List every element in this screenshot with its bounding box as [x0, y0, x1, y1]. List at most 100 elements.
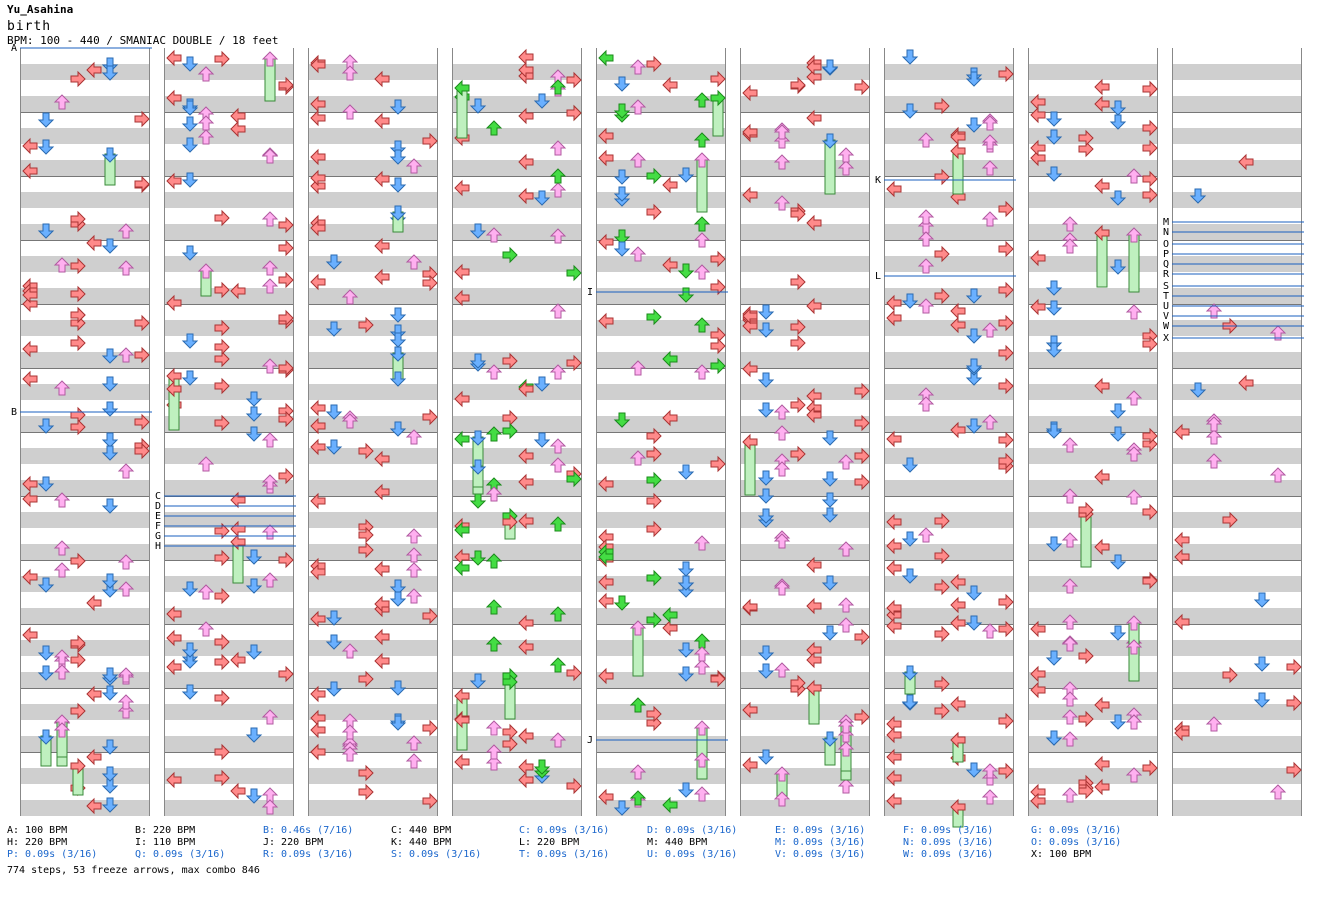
measure-line	[741, 112, 869, 113]
marker-label: N	[1163, 227, 1170, 238]
marker-label: M	[1163, 217, 1170, 228]
marker-label: E	[155, 511, 162, 522]
marker-label: O	[1163, 239, 1170, 250]
measure-line	[309, 112, 437, 113]
measure-line	[165, 304, 293, 305]
legend-entry: P: 0.09s (3/16)	[7, 849, 98, 860]
legend-entry: T: 0.09s (3/16)	[519, 849, 610, 860]
legend-entry: V: 0.09s (3/16)	[775, 849, 866, 860]
measure-line	[741, 432, 869, 433]
measure-line	[597, 624, 725, 625]
measure-line	[309, 176, 437, 177]
measure-line	[309, 432, 437, 433]
measure-line	[453, 752, 581, 753]
measure-line	[1029, 176, 1157, 177]
measure-line	[21, 240, 149, 241]
measure-line	[165, 176, 293, 177]
measure-line	[1173, 496, 1301, 497]
measure-line	[309, 304, 437, 305]
marker-label: C	[155, 491, 162, 502]
measure-line	[453, 304, 581, 305]
author-name: Yu_Asahina	[7, 3, 74, 16]
measure-line	[453, 112, 581, 113]
legend-entry: O: 0.09s (3/16)	[1031, 837, 1122, 848]
measure-line	[453, 368, 581, 369]
measure-line	[1173, 176, 1301, 177]
measure-line	[1173, 240, 1301, 241]
marker-label: Q	[1163, 259, 1170, 270]
measure-line	[597, 560, 725, 561]
measure-line	[597, 496, 725, 497]
legend-entry: J: 220 BPM	[263, 837, 324, 848]
measure-line	[741, 752, 869, 753]
measure-line	[885, 176, 1013, 177]
measure-line	[453, 176, 581, 177]
chart-column	[1172, 48, 1302, 816]
marker-label: P	[1163, 249, 1170, 260]
measure-line	[1173, 688, 1301, 689]
chart-column	[164, 48, 294, 816]
measure-line	[885, 240, 1013, 241]
chart-column	[20, 48, 150, 816]
measure-line	[741, 560, 869, 561]
chart-column	[308, 48, 438, 816]
measure-line	[597, 688, 725, 689]
measure-line	[165, 432, 293, 433]
measure-line	[309, 496, 437, 497]
marker-label: U	[1163, 301, 1170, 312]
marker-label: H	[155, 541, 162, 552]
measure-line	[453, 496, 581, 497]
measure-line	[741, 176, 869, 177]
marker-label: J	[587, 735, 594, 746]
measure-line	[21, 432, 149, 433]
measure-line	[1173, 752, 1301, 753]
legend-entry: F: 0.09s (3/16)	[903, 825, 994, 836]
marker-label: F	[155, 521, 162, 532]
measure-line	[21, 688, 149, 689]
measure-line	[1029, 560, 1157, 561]
measure-line	[885, 752, 1013, 753]
measure-line	[1173, 624, 1301, 625]
measure-line	[21, 368, 149, 369]
measure-line	[21, 560, 149, 561]
legend-entry: B: 0.46s (7/16)	[263, 825, 354, 836]
marker-label: G	[155, 531, 162, 542]
measure-line	[885, 368, 1013, 369]
marker-label: X	[1163, 333, 1170, 344]
chart-column	[740, 48, 870, 816]
measure-line	[453, 240, 581, 241]
measure-line	[309, 752, 437, 753]
measure-line	[21, 112, 149, 113]
measure-line	[1029, 432, 1157, 433]
measure-line	[1029, 304, 1157, 305]
step-summary: 774 steps, 53 freeze arrows, max combo 8…	[7, 865, 260, 876]
measure-line	[1173, 112, 1301, 113]
measure-line	[1173, 368, 1301, 369]
measure-line	[21, 176, 149, 177]
measure-line	[165, 368, 293, 369]
legend-entry: R: 0.09s (3/16)	[263, 849, 354, 860]
legend-entry: B: 220 BPM	[135, 825, 196, 836]
legend-entry: G: 0.09s (3/16)	[1031, 825, 1122, 836]
measure-line	[21, 496, 149, 497]
measure-line	[1029, 752, 1157, 753]
measure-line	[597, 432, 725, 433]
marker-label: T	[1163, 291, 1170, 302]
measure-line	[741, 304, 869, 305]
measure-line	[453, 624, 581, 625]
legend-entry: S: 0.09s (3/16)	[391, 849, 482, 860]
measure-line	[309, 624, 437, 625]
legend-entry: M: 0.09s (3/16)	[775, 837, 866, 848]
measure-line	[885, 624, 1013, 625]
chart-column	[452, 48, 582, 816]
measure-line	[165, 240, 293, 241]
marker-label: V	[1163, 311, 1170, 322]
measure-line	[597, 304, 725, 305]
measure-line	[309, 240, 437, 241]
measure-line	[165, 752, 293, 753]
measure-line	[741, 688, 869, 689]
measure-line	[165, 112, 293, 113]
legend-entry: U: 0.09s (3/16)	[647, 849, 738, 860]
chart-column	[1028, 48, 1158, 816]
legend-entry: I: 110 BPM	[135, 837, 196, 848]
